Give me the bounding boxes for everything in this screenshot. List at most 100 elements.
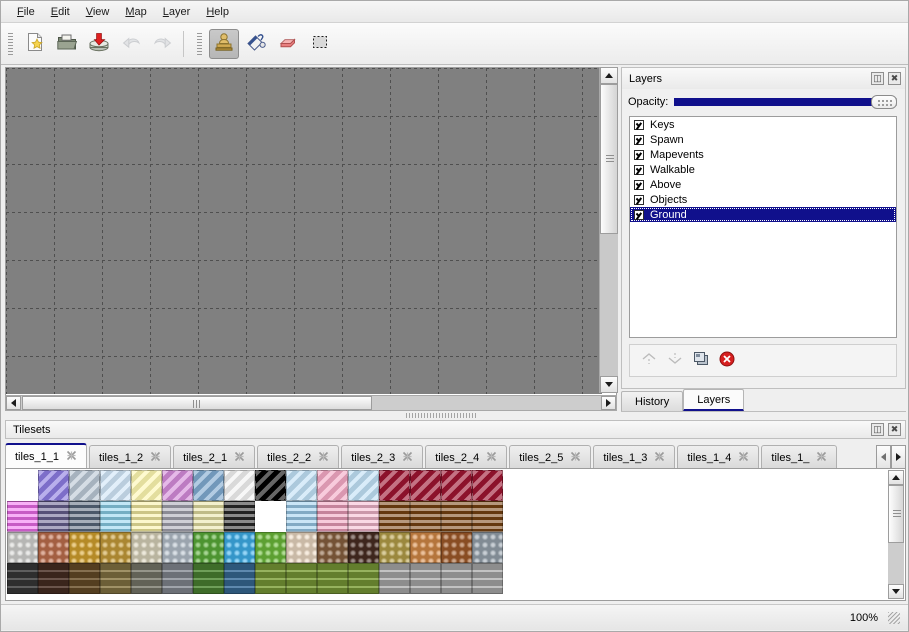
tile-cell[interactable] (503, 501, 534, 532)
menu-map[interactable]: Map (117, 4, 154, 20)
toolbar-grip-file[interactable] (6, 30, 15, 57)
tileset-tab-tiles_2_1[interactable]: tiles_2_1 (173, 445, 256, 469)
move-layer-up-button[interactable] (636, 348, 662, 374)
tile-cell[interactable] (224, 470, 255, 501)
tile-cell[interactable] (193, 532, 224, 563)
tileset-tab-tiles_1_3[interactable]: tiles_1_3 (593, 445, 676, 469)
tile-cell[interactable] (255, 470, 286, 501)
tile-cell[interactable] (348, 532, 379, 563)
tile-cell[interactable] (193, 470, 224, 501)
tile-cell[interactable] (162, 532, 193, 563)
tile-cell[interactable] (472, 470, 503, 501)
redo-button[interactable] (148, 29, 178, 59)
tile-cell[interactable] (286, 563, 317, 594)
close-tab-icon[interactable] (654, 451, 665, 465)
horizontal-scroll-thumb[interactable] (22, 396, 372, 410)
tile-cell[interactable] (503, 563, 534, 594)
tile-cell[interactable] (410, 532, 441, 563)
tile-cell[interactable] (441, 501, 472, 532)
layer-list-item[interactable]: Walkable (630, 162, 896, 177)
close-tab-icon[interactable] (402, 451, 413, 465)
tile-cell[interactable] (286, 501, 317, 532)
tile-cell[interactable] (503, 470, 534, 501)
scroll-up-button[interactable] (888, 470, 904, 485)
splitter-handle[interactable] (406, 412, 476, 418)
layer-list[interactable]: Keys Spawn Mapevents Walkable Above Objects Gr… (629, 116, 897, 338)
vertical-scroll-thumb[interactable] (600, 84, 618, 234)
tile-cell[interactable] (131, 470, 162, 501)
close-tab-icon[interactable] (738, 451, 749, 465)
layer-list-item[interactable]: Mapevents (630, 147, 896, 162)
tile-cell[interactable] (100, 501, 131, 532)
tile-cell[interactable] (503, 532, 534, 563)
tile-cell[interactable] (69, 563, 100, 594)
map-canvas[interactable] (6, 68, 602, 394)
tile-cell[interactable] (69, 470, 100, 501)
tile-cell[interactable] (131, 501, 162, 532)
scroll-down-button[interactable] (888, 584, 904, 599)
layer-visibility-checkbox[interactable] (634, 164, 644, 175)
tile-cell[interactable] (410, 563, 441, 594)
map-canvas-viewport[interactable] (5, 67, 617, 409)
tile-cell[interactable] (379, 563, 410, 594)
menu-edit[interactable]: Edit (43, 4, 78, 20)
tile-cell[interactable] (472, 563, 503, 594)
menu-view[interactable]: View (78, 4, 118, 20)
tileset-tab-tiles_2_5[interactable]: tiles_2_5 (509, 445, 592, 469)
tile-cell[interactable] (69, 532, 100, 563)
slider-handle[interactable] (871, 95, 898, 109)
layer-list-item[interactable]: Spawn (630, 132, 896, 147)
scroll-down-button[interactable] (600, 376, 618, 393)
layer-visibility-checkbox[interactable] (634, 209, 644, 220)
close-tab-icon[interactable] (66, 450, 77, 464)
tileset-tab-tiles_1_[interactable]: tiles_1_ (761, 445, 838, 469)
scroll-tabs-right-button[interactable] (891, 445, 906, 469)
close-tab-icon[interactable] (816, 451, 827, 465)
tileset-tab-tiles_2_2[interactable]: tiles_2_2 (257, 445, 340, 469)
tile-cell[interactable] (410, 501, 441, 532)
tile-cell[interactable] (193, 501, 224, 532)
eraser-button[interactable] (273, 29, 303, 59)
tile-cell[interactable] (317, 470, 348, 501)
tile-cell[interactable] (100, 470, 131, 501)
move-layer-down-button[interactable] (662, 348, 688, 374)
resize-grip-icon[interactable] (888, 611, 900, 624)
close-icon[interactable]: ✖ (888, 423, 901, 436)
layer-list-item[interactable]: Keys (630, 117, 896, 132)
tile-cell[interactable] (441, 563, 472, 594)
map-horizontal-scrollbar[interactable] (5, 395, 617, 411)
tile-cell[interactable] (38, 563, 69, 594)
stamp-brush-button[interactable] (209, 28, 239, 59)
toolbar-grip-tools[interactable] (195, 30, 204, 57)
vertical-scroll-track[interactable] (600, 84, 618, 376)
scroll-left-button[interactable] (6, 396, 21, 410)
menu-file[interactable]: File (9, 4, 43, 20)
tile-grid[interactable] (7, 470, 534, 594)
tile-cell[interactable] (224, 532, 255, 563)
dock-tab-history[interactable]: History (621, 391, 684, 411)
close-tab-icon[interactable] (234, 451, 245, 465)
scroll-right-button[interactable] (601, 396, 616, 410)
layer-visibility-checkbox[interactable] (634, 134, 644, 145)
tile-cell[interactable] (286, 470, 317, 501)
tile-cell[interactable] (379, 470, 410, 501)
tile-cell[interactable] (255, 532, 286, 563)
close-tab-icon[interactable] (150, 451, 161, 465)
tile-cell[interactable] (162, 470, 193, 501)
tile-cell[interactable] (255, 501, 286, 532)
save-file-button[interactable] (84, 29, 114, 59)
tile-cell[interactable] (7, 532, 38, 563)
tile-cell[interactable] (7, 470, 38, 501)
tile-cell[interactable] (317, 563, 348, 594)
tile-cell[interactable] (441, 470, 472, 501)
tile-cell[interactable] (7, 501, 38, 532)
undo-button[interactable] (116, 29, 146, 59)
scroll-up-button[interactable] (600, 67, 618, 84)
layer-visibility-checkbox[interactable] (634, 194, 644, 205)
map-vertical-scrollbar[interactable] (599, 67, 618, 393)
tile-cell[interactable] (38, 501, 69, 532)
vertical-scroll-thumb[interactable] (888, 485, 904, 543)
tile-cell[interactable] (224, 501, 255, 532)
layer-visibility-checkbox[interactable] (634, 179, 644, 190)
tile-cell[interactable] (131, 532, 162, 563)
